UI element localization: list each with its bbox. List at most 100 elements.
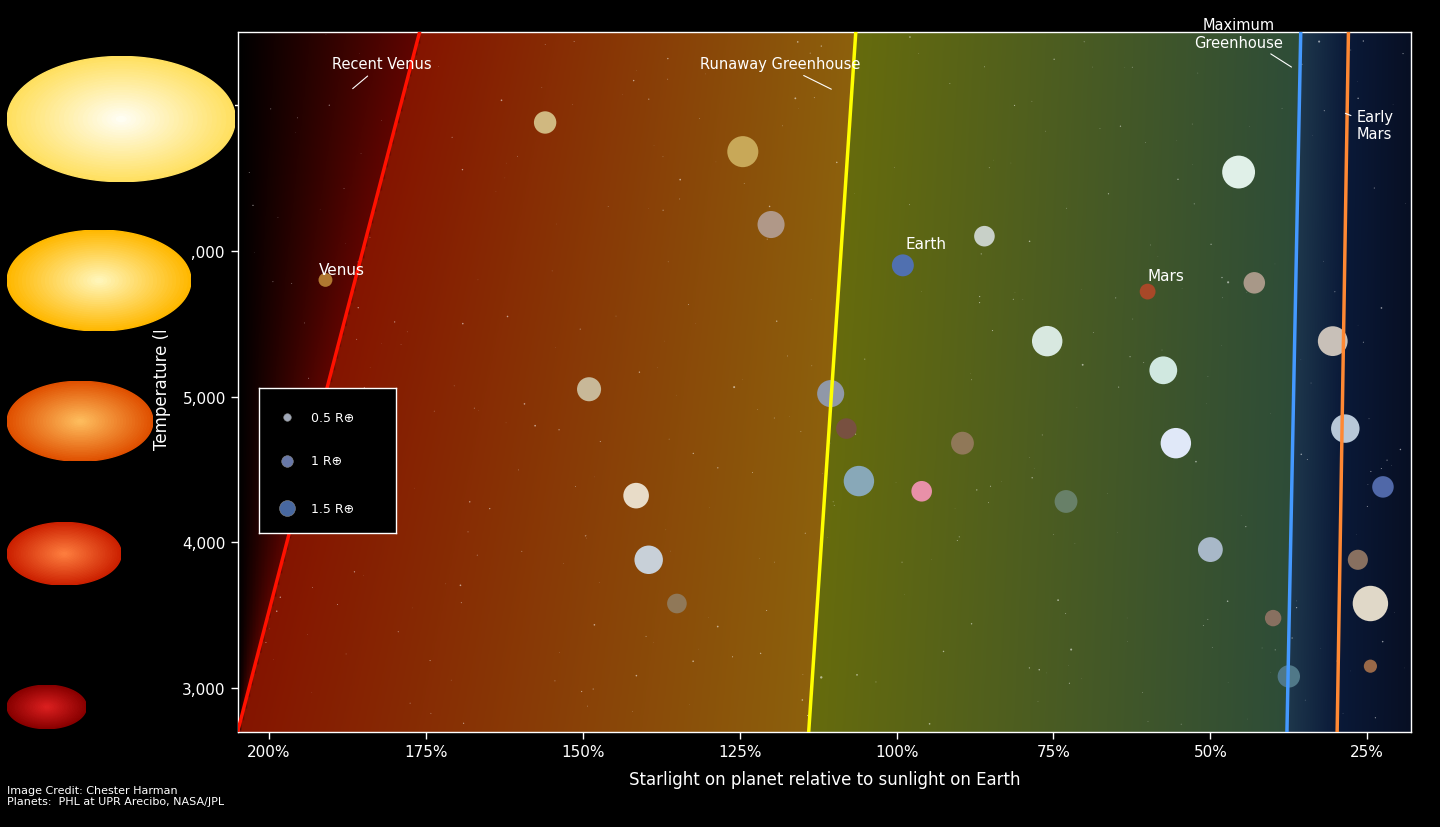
Point bbox=[757, 201, 780, 214]
Point bbox=[763, 556, 786, 569]
Point bbox=[1195, 398, 1218, 411]
Polygon shape bbox=[62, 412, 98, 432]
Polygon shape bbox=[14, 527, 114, 581]
Point bbox=[864, 676, 887, 689]
Point bbox=[540, 265, 563, 278]
Point bbox=[1352, 36, 1375, 49]
Point bbox=[1280, 632, 1303, 645]
Polygon shape bbox=[22, 694, 72, 720]
Polygon shape bbox=[30, 698, 63, 716]
Point bbox=[1217, 276, 1240, 289]
Point bbox=[677, 299, 700, 312]
Point bbox=[1104, 292, 1128, 305]
Point bbox=[651, 204, 674, 218]
Point bbox=[348, 47, 372, 60]
Point bbox=[1227, 166, 1250, 179]
Text: Early
Mars: Early Mars bbox=[1345, 110, 1394, 142]
Point bbox=[1054, 495, 1077, 509]
Point bbox=[1096, 487, 1119, 500]
Point bbox=[1132, 686, 1155, 699]
Point bbox=[356, 227, 379, 240]
Point bbox=[1201, 641, 1224, 654]
Point bbox=[968, 290, 991, 304]
Point bbox=[1171, 283, 1194, 296]
Polygon shape bbox=[35, 397, 125, 447]
Point bbox=[294, 317, 317, 330]
Text: 1.5 R⊕: 1.5 R⊕ bbox=[311, 502, 354, 515]
Point bbox=[1136, 285, 1159, 299]
Point bbox=[622, 75, 645, 88]
Polygon shape bbox=[98, 107, 145, 133]
Point bbox=[546, 218, 569, 232]
Point bbox=[495, 310, 518, 323]
Point bbox=[635, 630, 658, 643]
Point bbox=[262, 653, 285, 667]
Text: Recent Venus: Recent Venus bbox=[333, 57, 432, 89]
Point bbox=[1070, 284, 1093, 297]
Polygon shape bbox=[32, 536, 98, 572]
Point bbox=[1018, 236, 1041, 249]
Point bbox=[1290, 448, 1313, 461]
Point bbox=[1217, 595, 1240, 608]
Point bbox=[976, 496, 999, 509]
Point bbox=[1152, 364, 1175, 377]
Point bbox=[279, 438, 302, 452]
Point bbox=[1371, 635, 1394, 648]
Point bbox=[776, 350, 799, 363]
Point bbox=[419, 654, 442, 667]
Point bbox=[932, 645, 955, 658]
Point bbox=[721, 650, 744, 663]
Point bbox=[1284, 601, 1308, 614]
Polygon shape bbox=[35, 700, 59, 714]
Point bbox=[403, 482, 426, 495]
Point bbox=[350, 148, 373, 161]
Point bbox=[939, 78, 962, 91]
Point bbox=[749, 647, 772, 660]
Polygon shape bbox=[12, 688, 82, 726]
Polygon shape bbox=[35, 246, 164, 317]
Point bbox=[1299, 377, 1322, 390]
Point bbox=[359, 361, 382, 375]
Point bbox=[793, 527, 816, 540]
Point bbox=[943, 502, 966, 515]
Polygon shape bbox=[55, 84, 187, 156]
Polygon shape bbox=[7, 686, 86, 729]
Polygon shape bbox=[26, 68, 216, 172]
Text: 0.5 R⊕: 0.5 R⊕ bbox=[311, 411, 354, 424]
Point bbox=[763, 412, 786, 425]
Point bbox=[510, 545, 533, 558]
Point bbox=[642, 140, 665, 153]
Point bbox=[668, 194, 691, 207]
X-axis label: Starlight on planet relative to sunlight on Earth: Starlight on planet relative to sunlight… bbox=[629, 770, 1020, 788]
Point bbox=[891, 260, 914, 273]
Point bbox=[1293, 694, 1316, 707]
Point bbox=[1200, 238, 1223, 251]
Polygon shape bbox=[73, 418, 86, 425]
Point bbox=[1296, 453, 1319, 466]
Point bbox=[543, 675, 566, 688]
Point bbox=[1217, 676, 1240, 689]
Point bbox=[1284, 595, 1308, 608]
Point bbox=[1181, 118, 1204, 131]
Polygon shape bbox=[22, 65, 222, 174]
Polygon shape bbox=[17, 63, 226, 177]
Point bbox=[552, 557, 575, 571]
Polygon shape bbox=[46, 404, 114, 440]
Point bbox=[1230, 509, 1253, 522]
Point bbox=[733, 178, 756, 191]
Point bbox=[387, 625, 410, 638]
Polygon shape bbox=[43, 402, 117, 442]
Point bbox=[920, 553, 943, 566]
Point bbox=[883, 161, 906, 174]
Point bbox=[1380, 459, 1403, 472]
Point bbox=[1109, 121, 1132, 134]
Point bbox=[547, 423, 570, 437]
Polygon shape bbox=[33, 538, 95, 571]
Point bbox=[1250, 642, 1273, 655]
Polygon shape bbox=[40, 541, 88, 567]
Point bbox=[1063, 537, 1086, 550]
Point bbox=[583, 619, 606, 632]
Polygon shape bbox=[17, 528, 112, 580]
Point bbox=[1011, 294, 1034, 307]
Polygon shape bbox=[107, 112, 135, 127]
